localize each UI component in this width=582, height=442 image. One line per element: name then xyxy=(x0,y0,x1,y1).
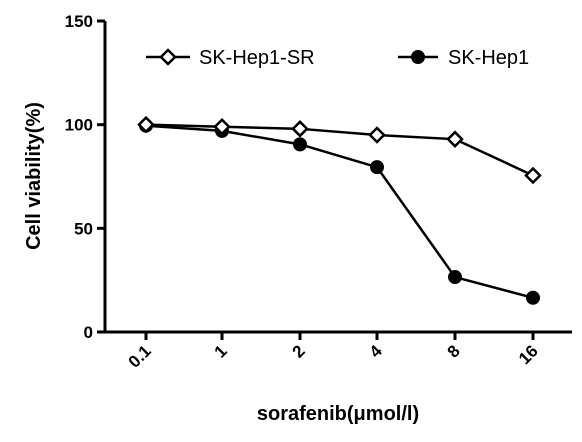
series-layer xyxy=(137,115,542,305)
data-point-8 xyxy=(448,270,462,285)
x-tick-label-16: 16 xyxy=(515,341,542,368)
x-axis-title: sorafenib(μmol/l) xyxy=(257,403,419,425)
y-tick-label-0: 0 xyxy=(84,323,93,342)
legend-marker xyxy=(159,48,177,66)
y-tick-label-100: 100 xyxy=(65,116,93,135)
data-point-16 xyxy=(526,290,540,305)
data-point-4 xyxy=(370,160,384,175)
axes xyxy=(103,21,572,334)
series-line xyxy=(145,124,534,299)
y-ticks: 0 50 100 150 xyxy=(65,12,105,342)
y-tick-label-50: 50 xyxy=(74,219,93,238)
data-point-1 xyxy=(213,117,231,136)
data-point-8 xyxy=(446,130,464,148)
legend-label: SK-Hep1 xyxy=(448,47,529,69)
y-tick-label-150: 150 xyxy=(65,12,93,31)
x-tick-label-8: 8 xyxy=(444,341,464,361)
series-line xyxy=(145,123,534,177)
series-sk-hep1 xyxy=(139,118,540,305)
x-tick-label-4: 4 xyxy=(366,341,387,362)
legend-item-sk-hep1: SK-Hep1 xyxy=(398,47,529,69)
x-tick-label-2: 2 xyxy=(289,341,309,361)
legend-label: SK-Hep1-SR xyxy=(199,47,315,69)
series-sk-hep1-sr xyxy=(137,115,542,185)
data-point-2 xyxy=(293,137,307,152)
data-point-0.1 xyxy=(137,115,155,134)
x-tick-label-0.1: 0.1 xyxy=(125,341,155,371)
x-ticks: 0.1 1 2 4 8 16 xyxy=(125,332,542,372)
x-tick-label-1: 1 xyxy=(211,341,231,361)
legend-marker xyxy=(411,50,425,64)
legend-item-sk-hep1-sr: SK-Hep1-SR xyxy=(146,47,315,69)
legend: SK-Hep1-SR SK-Hep1 xyxy=(146,47,529,69)
data-point-2 xyxy=(291,120,309,138)
y-axis-title: Cell viability(%) xyxy=(23,102,45,250)
data-point-4 xyxy=(368,126,386,144)
data-point-16 xyxy=(524,166,542,185)
